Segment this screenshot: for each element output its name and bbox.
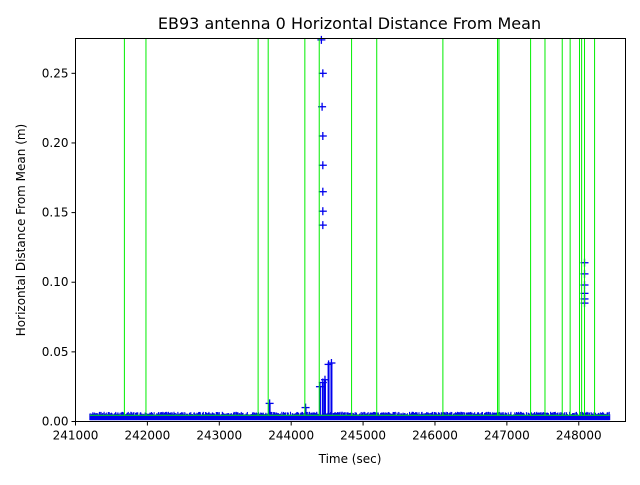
measurement-band bbox=[89, 411, 611, 421]
x-tick-label: 246000 bbox=[412, 429, 458, 443]
y-tick-label: 0.20 bbox=[42, 136, 69, 150]
y-tick-label: 0.10 bbox=[42, 275, 69, 289]
x-tick-label: 242000 bbox=[124, 429, 170, 443]
measurement-point bbox=[318, 187, 327, 196]
plot-series bbox=[89, 35, 611, 421]
x-axis-ticks: 241000 242000 243000 244000 245000 246000 2470… bbox=[53, 421, 602, 443]
x-tick-label: 244000 bbox=[268, 429, 314, 443]
x-tick-label: 243000 bbox=[196, 429, 242, 443]
x-tick-label: 245000 bbox=[340, 429, 386, 443]
plot-frame bbox=[75, 38, 626, 422]
y-tick-label: 0.15 bbox=[42, 206, 69, 220]
measurement-point bbox=[318, 221, 327, 230]
x-tick-label: 247000 bbox=[484, 429, 530, 443]
chart-title: EB93 antenna 0 Horizontal Distance From … bbox=[158, 14, 541, 33]
measurement-point bbox=[318, 69, 327, 78]
y-axis-ticks: 0.00 0.05 0.10 0.15 0.20 0.25 bbox=[42, 66, 76, 429]
measurement-point bbox=[318, 161, 327, 170]
y-tick-label: 0.05 bbox=[42, 345, 69, 359]
measurement-point bbox=[317, 35, 326, 44]
measurement-point bbox=[318, 131, 327, 140]
x-axis-label: Time (sec) bbox=[318, 452, 382, 466]
y-axis-label: Horizontal Distance From Mean (m) bbox=[14, 124, 28, 336]
measurement-point bbox=[301, 403, 310, 420]
x-tick-label: 241000 bbox=[53, 429, 99, 443]
x-tick-label: 248000 bbox=[556, 429, 602, 443]
y-tick-label: 0.00 bbox=[42, 415, 69, 429]
measurement-point bbox=[318, 207, 327, 216]
y-tick-label: 0.25 bbox=[42, 66, 69, 80]
measurement-point bbox=[327, 359, 336, 420]
measurement-point bbox=[265, 399, 274, 420]
